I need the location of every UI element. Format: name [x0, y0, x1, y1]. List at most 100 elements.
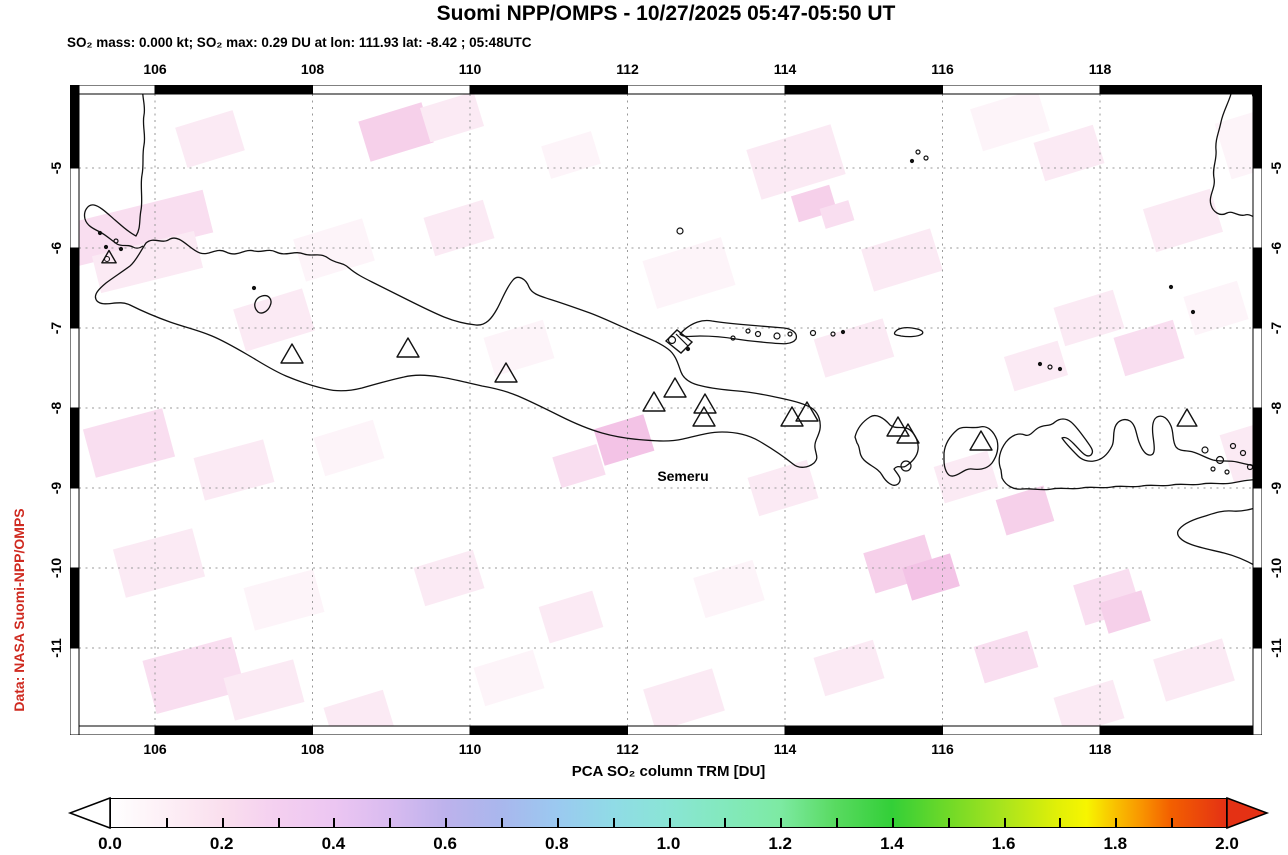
- colorbar-tick: [445, 818, 448, 827]
- so2-pixel-patch: [643, 668, 725, 732]
- colorbar-tick: [500, 818, 503, 827]
- colorbar-tick-label: 0.8: [544, 834, 569, 853]
- volcano-marker: [886, 416, 910, 437]
- colorbar-tick: [668, 818, 671, 827]
- colorbar-tick-label: 0.0: [98, 834, 122, 853]
- colorbar-tick: [780, 818, 783, 827]
- colorbar-tick-label: 1.4: [880, 834, 904, 853]
- lon-tick-label-bottom: 116: [931, 741, 954, 757]
- so2-pixel-patch: [175, 110, 245, 168]
- so2-pixel-patch: [693, 559, 765, 619]
- island: [1047, 364, 1053, 370]
- coastline: [94, 237, 821, 468]
- island: [900, 460, 912, 472]
- island: [773, 332, 781, 340]
- island: [1229, 442, 1237, 450]
- box-marker-circle: [667, 335, 677, 345]
- frame-segment-white: [70, 647, 80, 735]
- volcano-marker: [494, 362, 518, 383]
- colorbar-tick-label: 1.0: [656, 834, 681, 853]
- volcano-marker: [795, 401, 819, 422]
- so2-pixel-patch: [193, 439, 275, 501]
- frame-segment-black: [70, 247, 80, 329]
- island: [754, 330, 762, 338]
- island: [745, 328, 751, 334]
- so2-pixel-patch: [538, 590, 604, 644]
- colorbar-tick: [1059, 818, 1062, 827]
- lat-tick-label-left: -6: [48, 241, 64, 255]
- so2-pixel-patch: [1053, 679, 1125, 735]
- so2-pixel-patch: [593, 414, 655, 466]
- island: [103, 244, 109, 250]
- frame-segment-white: [627, 725, 786, 735]
- so2-pixel-patch: [82, 408, 176, 478]
- so2-pixel-patch: [233, 288, 315, 352]
- lat-tick-label-left: -9: [48, 481, 64, 495]
- frame-segment-white: [70, 85, 156, 95]
- volcano-marker: [642, 391, 666, 412]
- lat-tick-label-right: -9: [1268, 481, 1284, 495]
- so2-pixel-patch: [970, 88, 1050, 152]
- lat-tick-label-left: -10: [48, 557, 64, 579]
- colorbar-gradient: [110, 798, 1227, 828]
- colorbar-tick: [165, 818, 168, 827]
- lat-tick-label-right: -8: [1268, 401, 1284, 415]
- island: [1224, 469, 1230, 475]
- lat-tick-label-left: -5: [48, 161, 64, 175]
- island: [787, 331, 793, 337]
- so2-pixel-patch: [1214, 108, 1262, 180]
- colorbar-tick-label: 1.8: [1103, 834, 1128, 853]
- lon-tick-label-bottom: 108: [300, 741, 325, 757]
- colorbar-tick-label: 1.2: [768, 834, 793, 853]
- colorbar-underflow-arrow: [67, 796, 111, 830]
- island: [809, 329, 817, 337]
- colorbar-tick: [277, 818, 280, 827]
- volcano-marker: [396, 337, 420, 358]
- frame-segment-white: [1252, 167, 1262, 249]
- island: [1239, 449, 1247, 457]
- colorbar-tick-label: 0.4: [321, 834, 346, 853]
- lon-tick-label-top: 110: [458, 61, 482, 77]
- colorbar-tick: [1115, 818, 1118, 827]
- colorbar-tick: [836, 818, 839, 827]
- colorbar-tick: [724, 818, 727, 827]
- so2-pixel-patch: [995, 485, 1055, 536]
- so2-pixel-patch: [552, 443, 606, 489]
- volcano-marker: [896, 423, 920, 444]
- volcano-vent-dot: [103, 255, 111, 263]
- colorbar-tick: [1003, 818, 1006, 827]
- so2-pixel-patch: [419, 91, 485, 143]
- so2-summary-text: SO₂ mass: 0.000 kt; SO₂ max: 0.29 DU at …: [67, 35, 532, 50]
- frame-segment-black: [469, 85, 628, 95]
- so2-pixel-patch: [1183, 280, 1249, 336]
- coastline: [83, 85, 146, 249]
- frame-segment-black: [70, 85, 80, 169]
- frame-segment-white: [312, 85, 471, 95]
- island: [830, 331, 836, 337]
- so2-pixel-patch: [1053, 289, 1125, 347]
- volcano-marker: [780, 406, 804, 427]
- box-marker: [664, 329, 694, 354]
- so2-pixel-patch: [933, 450, 999, 504]
- lon-tick-label-top: 112: [616, 61, 639, 77]
- frame-segment-white: [70, 725, 156, 735]
- frame-segment-black: [469, 725, 628, 735]
- frame-segment-white: [70, 487, 80, 569]
- colorbar-tick: [333, 818, 336, 827]
- so2-pixel-patch: [112, 528, 206, 598]
- island: [1037, 361, 1043, 367]
- island: [113, 238, 119, 244]
- so2-pixel-patch: [819, 200, 855, 229]
- box-marker-line: [675, 333, 689, 347]
- frame-segment-black: [1099, 725, 1262, 735]
- so2-pixel-patch: [313, 419, 385, 477]
- colorbar-tick: [947, 818, 950, 827]
- colorbar-tick: [221, 818, 224, 827]
- so2-pixel-patch: [70, 189, 214, 267]
- so2-pixel-patch: [1099, 590, 1151, 634]
- frame-segment-white: [942, 85, 1101, 95]
- so2-pixel-patch: [902, 553, 960, 601]
- island: [909, 158, 915, 164]
- coastline: [943, 426, 999, 477]
